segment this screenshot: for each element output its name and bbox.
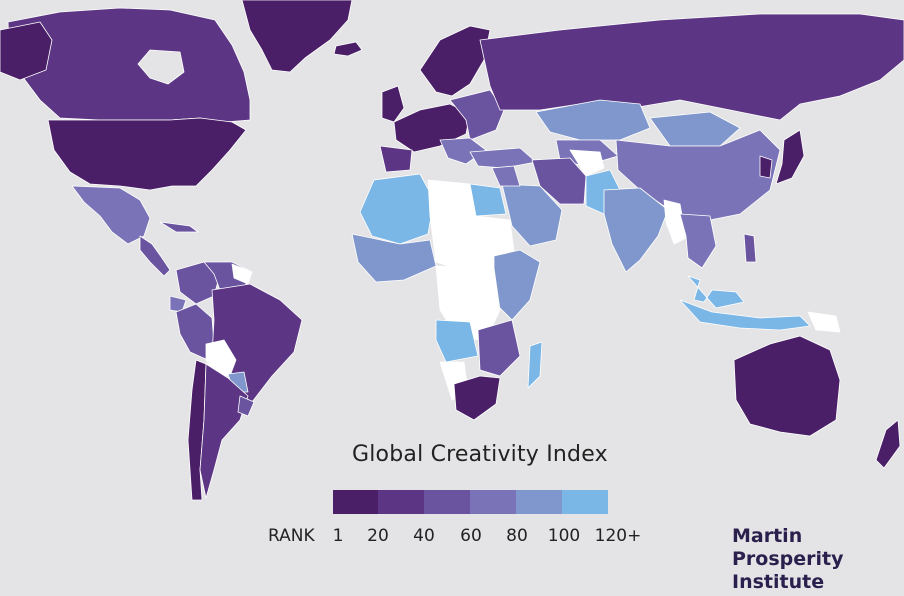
region-korea xyxy=(759,155,773,179)
region-iceland xyxy=(333,41,363,57)
region-png xyxy=(807,311,841,333)
region-argentina xyxy=(199,363,249,499)
region-iberia xyxy=(379,145,413,173)
region-japan xyxy=(775,129,805,185)
legend-tick: 40 xyxy=(413,526,435,546)
legend-swatch-1 xyxy=(333,490,378,514)
legend-swatch-2 xyxy=(378,490,424,514)
region-new-zealand xyxy=(875,419,901,469)
region-turkey xyxy=(469,147,537,169)
region-scandinavia xyxy=(419,25,491,97)
legend-tick: 20 xyxy=(367,526,389,546)
region-uk xyxy=(381,85,405,123)
legend-tick: 120+ xyxy=(594,526,642,546)
martin-prosperity-institute-logo: Martin Prosperity Institute xyxy=(732,525,844,594)
region-myanmar xyxy=(663,199,687,245)
region-philippines xyxy=(743,233,757,263)
region-levant xyxy=(491,165,521,187)
region-malaysia xyxy=(687,275,745,309)
logo-line-3: Institute xyxy=(732,571,825,593)
region-india xyxy=(603,187,669,273)
logo-line-1: Martin xyxy=(732,525,803,547)
region-alaska xyxy=(0,21,53,81)
region-north-africa-west xyxy=(359,173,435,245)
region-west-africa xyxy=(351,233,437,283)
legend-tick: 60 xyxy=(460,526,482,546)
legend-title: Global Creativity Index xyxy=(352,442,608,467)
region-indonesia xyxy=(679,299,811,331)
region-egypt xyxy=(469,183,507,217)
region-cuba xyxy=(159,221,199,233)
legend-tick: 80 xyxy=(506,526,528,546)
region-south-africa xyxy=(453,375,501,421)
region-saudi xyxy=(501,183,563,247)
region-canada xyxy=(7,7,251,123)
region-mongolia xyxy=(649,111,741,147)
legend-swatch-6 xyxy=(562,490,608,514)
region-greenland xyxy=(241,0,353,73)
region-kazakhstan xyxy=(535,99,651,141)
region-usa xyxy=(47,117,247,191)
legend-rank-label: RANK xyxy=(268,526,315,546)
logo-line-2: Prosperity xyxy=(732,548,844,570)
legend-tick: 1 xyxy=(332,526,344,546)
region-hudson-bay xyxy=(137,49,185,85)
region-east-africa xyxy=(493,249,541,321)
legend-color-scale xyxy=(333,490,608,514)
region-australia xyxy=(733,335,841,437)
legend-swatch-4 xyxy=(470,490,516,514)
region-eastern-europe xyxy=(449,89,505,141)
region-southern-africa-mid xyxy=(477,319,521,377)
legend-swatch-3 xyxy=(424,490,470,514)
region-russia xyxy=(479,13,904,121)
legend-tick: 100 xyxy=(547,526,581,546)
region-madagascar xyxy=(527,341,543,389)
region-indochina xyxy=(679,213,717,269)
region-china xyxy=(615,129,781,223)
region-angola xyxy=(435,319,479,363)
legend-swatch-5 xyxy=(516,490,562,514)
region-uruguay xyxy=(237,395,255,417)
region-afghanistan xyxy=(569,149,605,177)
region-mexico xyxy=(71,185,151,245)
region-central-america xyxy=(139,235,171,277)
